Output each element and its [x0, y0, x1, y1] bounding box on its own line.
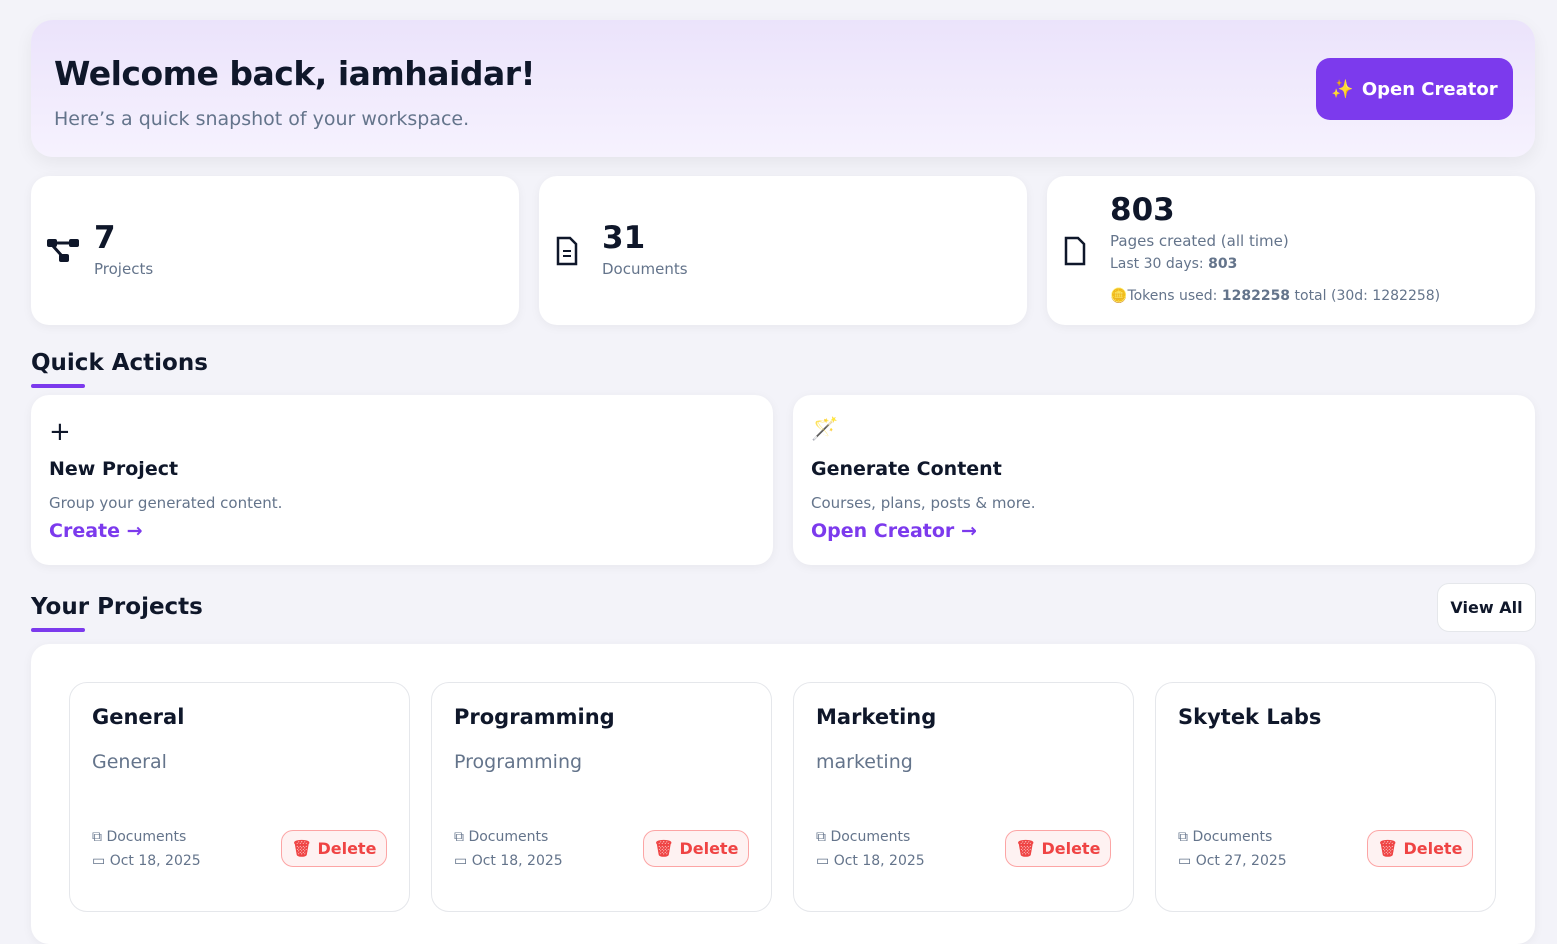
- last30-value: 803: [1208, 256, 1238, 272]
- calendar-icon: ▭: [1178, 853, 1192, 869]
- document-icon: [555, 236, 579, 273]
- project-documents: ⧉ Documents: [454, 829, 548, 845]
- open-creator-link-label: Open Creator: [811, 520, 955, 542]
- last30-label: Last 30 days:: [1110, 256, 1204, 272]
- welcome-title: Welcome back, iamhaidar!: [54, 54, 536, 93]
- copy-icon: ⧉: [1178, 829, 1188, 845]
- tokens-label: Tokens used:: [1127, 288, 1218, 304]
- quick-actions-heading: Quick Actions: [31, 350, 208, 388]
- quick-action-title: New Project: [49, 458, 179, 480]
- open-creator-label: Open Creator: [1361, 78, 1498, 100]
- project-name: Programming: [454, 705, 615, 729]
- delete-label: Delete: [317, 839, 377, 858]
- welcome-subtitle: Here’s a quick snapshot of your workspac…: [54, 108, 470, 130]
- delete-project-button[interactable]: 🗑 Delete: [643, 830, 749, 867]
- trash-icon: 🗑: [653, 839, 674, 858]
- create-link[interactable]: Create →: [49, 520, 143, 542]
- documents-label: Documents: [830, 829, 911, 845]
- stat-projects: 7 Projects: [31, 176, 519, 325]
- date-label: Oct 18, 2025: [833, 853, 925, 869]
- project-name: General: [92, 705, 185, 729]
- project-documents: ⧉ Documents: [816, 829, 910, 845]
- project-diagram-icon: [47, 236, 81, 273]
- trash-icon: 🗑: [1377, 839, 1398, 858]
- open-creator-link[interactable]: Open Creator →: [811, 520, 977, 542]
- delete-project-button[interactable]: 🗑 Delete: [281, 830, 387, 867]
- project-card[interactable]: Programming Programming ⧉ Documents ▭ Oc…: [431, 682, 772, 912]
- project-name: Skytek Labs: [1178, 705, 1322, 729]
- tokens-value: 1282258: [1221, 288, 1291, 304]
- project-name: Marketing: [816, 705, 937, 729]
- your-projects-heading: Your Projects: [31, 594, 203, 632]
- tokens-used: 🪙Tokens used: 1282258 total (30d: 128225…: [1110, 288, 1440, 304]
- copy-icon: ⧉: [816, 829, 826, 845]
- documents-label: Documents: [1192, 829, 1273, 845]
- calendar-icon: ▭: [454, 853, 468, 869]
- project-description: General: [92, 751, 167, 773]
- projects-container: General General ⧉ Documents ▭ Oct 18, 20…: [31, 644, 1535, 944]
- project-documents: ⧉ Documents: [1178, 829, 1272, 845]
- project-description: Programming: [454, 751, 583, 773]
- copy-icon: ⧉: [454, 829, 464, 845]
- plus-icon: +: [49, 417, 71, 447]
- documents-label: Documents: [602, 260, 688, 278]
- quick-action-generate-content[interactable]: 🪄 Generate Content Courses, plans, posts…: [793, 395, 1535, 565]
- delete-label: Delete: [679, 839, 739, 858]
- pages-label: Pages created (all time): [1110, 232, 1289, 250]
- delete-label: Delete: [1041, 839, 1101, 858]
- date-label: Oct 27, 2025: [1195, 853, 1287, 869]
- project-date: ▭ Oct 27, 2025: [1178, 853, 1287, 869]
- copy-icon: ⧉: [92, 829, 102, 845]
- project-card[interactable]: Skytek Labs ⧉ Documents ▭ Oct 27, 2025 🗑…: [1155, 682, 1496, 912]
- date-label: Oct 18, 2025: [109, 853, 201, 869]
- documents-label: Documents: [106, 829, 187, 845]
- date-label: Oct 18, 2025: [471, 853, 563, 869]
- quick-action-desc: Courses, plans, posts & more.: [811, 494, 1036, 512]
- view-all-button[interactable]: View All: [1437, 583, 1536, 632]
- documents-label: Documents: [468, 829, 549, 845]
- project-description: marketing: [816, 751, 913, 773]
- calendar-icon: ▭: [92, 853, 106, 869]
- quick-action-new-project[interactable]: + New Project Group your generated conte…: [31, 395, 773, 565]
- projects-label: Projects: [94, 260, 154, 278]
- trash-icon: 🗑: [1015, 839, 1036, 858]
- coins-icon: 🪙: [1110, 288, 1128, 304]
- project-date: ▭ Oct 18, 2025: [454, 853, 563, 869]
- stat-documents: 31 Documents: [539, 176, 1027, 325]
- delete-label: Delete: [1403, 839, 1463, 858]
- arrow-right-icon: →: [960, 520, 977, 542]
- trash-icon: 🗑: [291, 839, 312, 858]
- open-creator-button[interactable]: ✨ Open Creator: [1316, 58, 1513, 120]
- welcome-banner: Welcome back, iamhaidar! Here’s a quick …: [31, 20, 1535, 157]
- project-documents: ⧉ Documents: [92, 829, 186, 845]
- calendar-icon: ▭: [816, 853, 830, 869]
- quick-action-desc: Group your generated content.: [49, 494, 283, 512]
- quick-action-title: Generate Content: [811, 458, 1002, 480]
- project-card[interactable]: General General ⧉ Documents ▭ Oct 18, 20…: [69, 682, 410, 912]
- documents-count: 31: [602, 220, 646, 256]
- tokens-suffix: total (30d: 1282258): [1294, 288, 1441, 304]
- delete-project-button[interactable]: 🗑 Delete: [1367, 830, 1473, 867]
- project-date: ▭ Oct 18, 2025: [92, 853, 201, 869]
- pages-count: 803: [1110, 192, 1175, 228]
- magic-wand-icon: ✨: [1331, 78, 1354, 100]
- projects-count: 7: [94, 220, 116, 256]
- pages-last30: Last 30 days: 803: [1110, 256, 1237, 272]
- project-date: ▭ Oct 18, 2025: [816, 853, 925, 869]
- page-icon: [1063, 236, 1087, 273]
- create-link-label: Create: [49, 520, 120, 542]
- arrow-right-icon: →: [126, 520, 143, 542]
- magic-wand-icon: 🪄: [811, 417, 839, 442]
- project-card[interactable]: Marketing marketing ⧉ Documents ▭ Oct 18…: [793, 682, 1134, 912]
- delete-project-button[interactable]: 🗑 Delete: [1005, 830, 1111, 867]
- stat-pages: 803 Pages created (all time) Last 30 day…: [1047, 176, 1535, 325]
